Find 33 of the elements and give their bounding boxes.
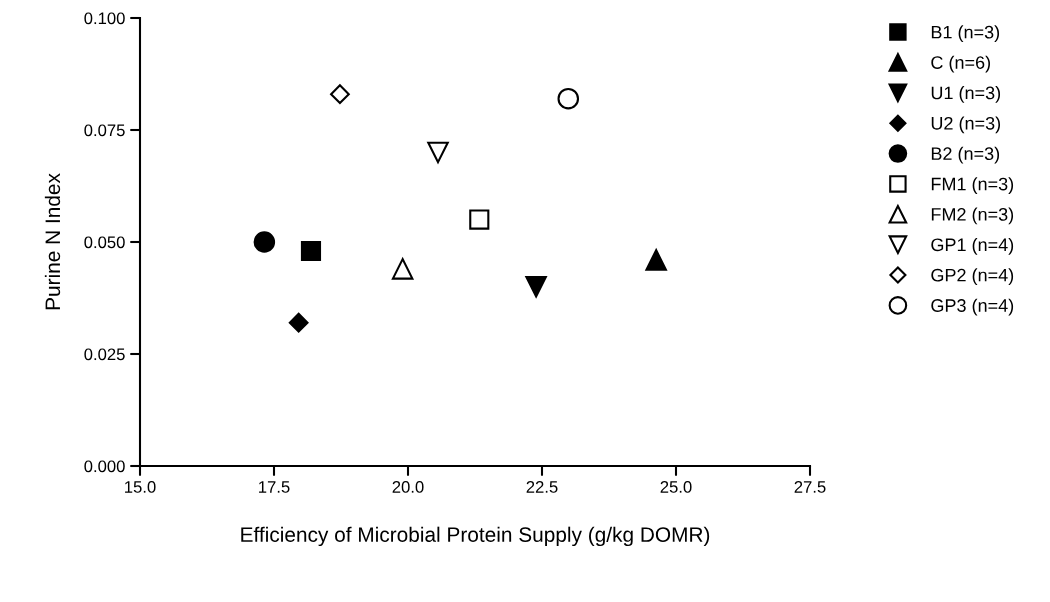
x-tick-label: 25.0 [660, 481, 692, 493]
point [330, 84, 350, 105]
x-axis-title: Efficiency of Microbial Protein Supply (g/kg DOMR) [241, 526, 710, 547]
y-tick-label: 0.000 [84, 460, 125, 473]
legend-label: FM2 (n=3) [931, 207, 1014, 225]
legend-label: FM1 (n=3) [931, 177, 1014, 194]
y-tick-label: 0.025 [84, 348, 125, 361]
point [288, 312, 309, 333]
legend-label: U1 (n=3) [931, 86, 1001, 103]
legend-label: C (n=6) [931, 55, 990, 73]
point [300, 240, 322, 262]
legend-label: B1 (n=3) [931, 25, 1000, 43]
x-tick-label: 15.0 [125, 481, 156, 493]
x-tick-label: 20.0 [392, 481, 424, 493]
point [645, 249, 667, 271]
point [391, 258, 414, 280]
y-tick-label: 0.100 [84, 12, 125, 25]
legend-label: GP1 (n=4) [931, 237, 1014, 255]
legend-label: U2 (n=3) [931, 116, 1001, 134]
legend-label: B2 (n=3) [931, 146, 1000, 164]
y-tick-label: 0.075 [84, 124, 125, 137]
x-tick-label: 22.5 [526, 481, 558, 493]
legend-label: GP3 (n=4) [931, 298, 1014, 316]
x-tick-label: 17.5 [259, 481, 290, 493]
y-tick-label: 0.050 [84, 236, 125, 249]
legend-label: GP2 (n=4) [931, 268, 1014, 286]
point [557, 87, 580, 110]
point [427, 141, 449, 164]
y-axis-title: Purine N Index [44, 173, 61, 310]
point [253, 231, 276, 253]
point [525, 276, 547, 298]
point [469, 209, 490, 230]
x-tick-label: 27.5 [794, 481, 826, 493]
